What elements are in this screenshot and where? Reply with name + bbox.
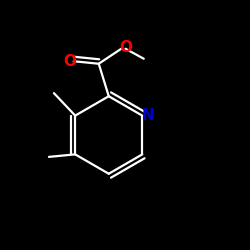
Text: O: O (63, 54, 76, 69)
Text: N: N (142, 108, 154, 123)
Text: O: O (119, 40, 132, 55)
